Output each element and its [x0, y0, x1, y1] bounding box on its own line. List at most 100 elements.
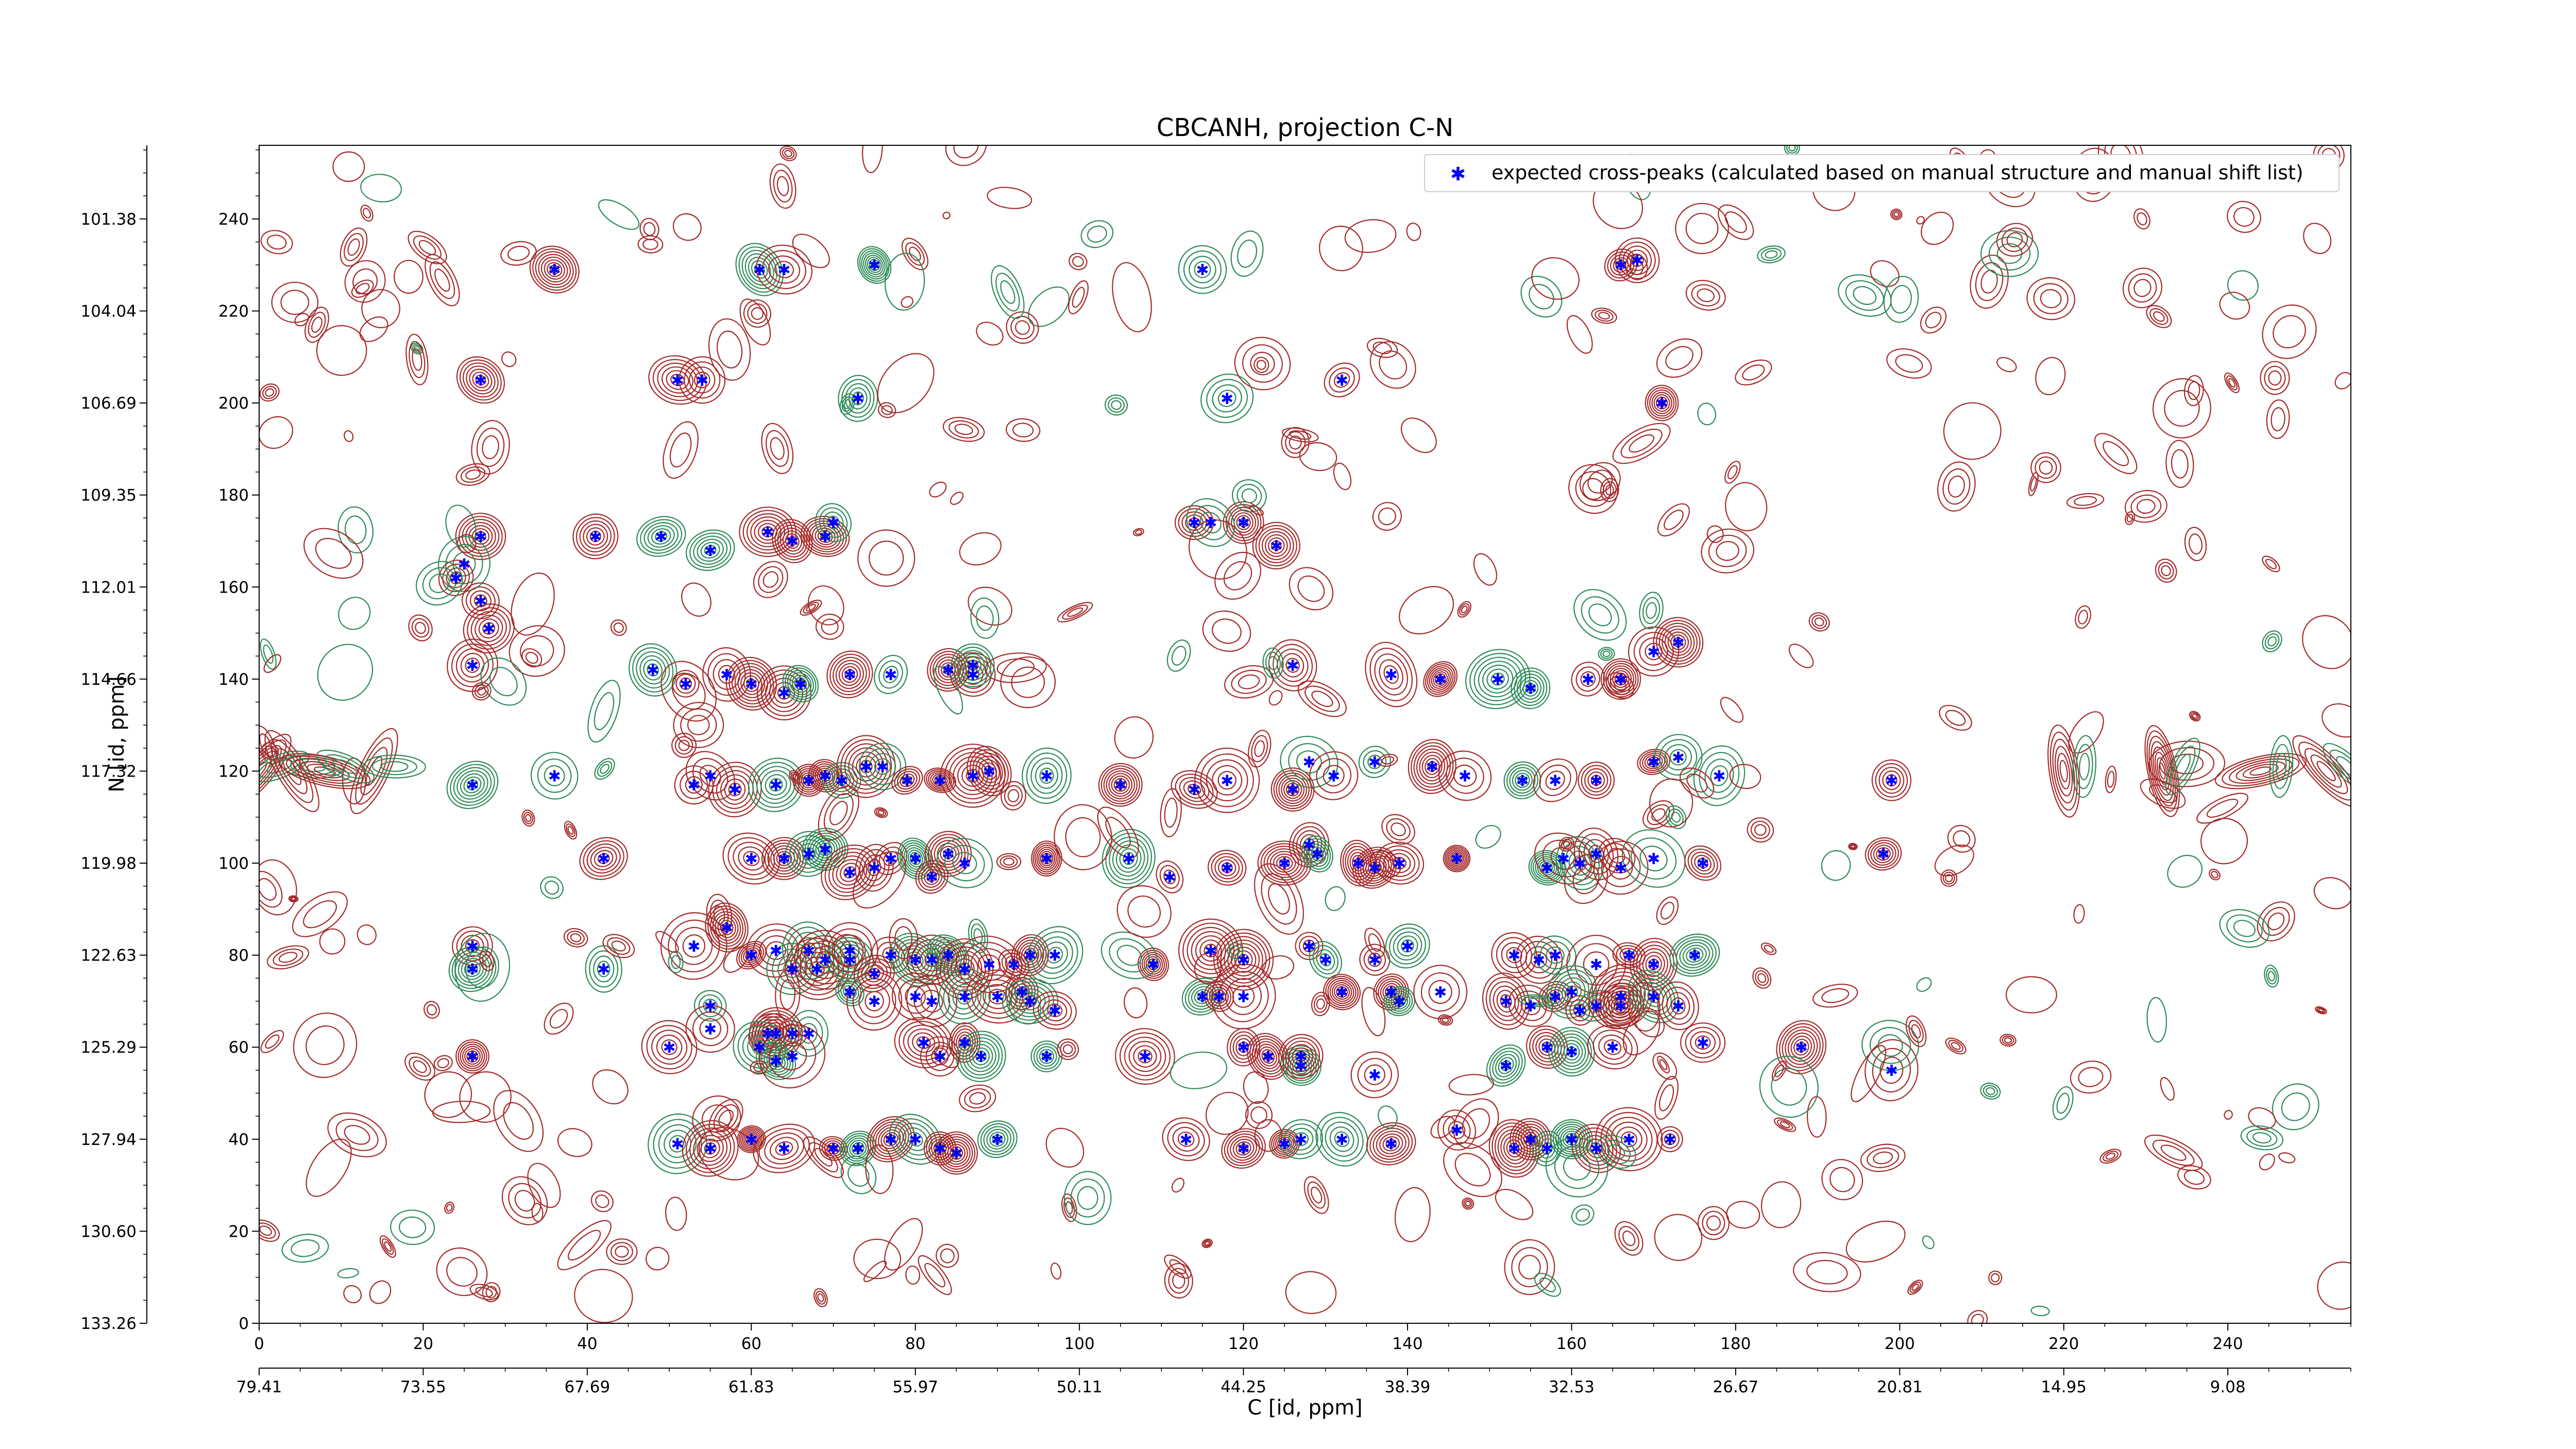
contour-line: [1100, 765, 1140, 804]
contour-line: [1658, 622, 1698, 662]
x-tick-label: 60: [741, 1335, 761, 1353]
contour-line: [836, 774, 848, 786]
cross-peak-marker: ✱: [958, 961, 971, 979]
contour-line: [1882, 770, 1901, 790]
contour-line: [1639, 750, 1668, 773]
peak-contour: [722, 832, 781, 885]
y-ppm-tick-label: 106.69: [81, 394, 137, 413]
peak-contour: [782, 665, 819, 703]
contour-line: [647, 525, 675, 548]
contour-line: [782, 665, 819, 703]
contour-line: [1615, 237, 1660, 283]
cross-peak-marker: ✱: [777, 261, 790, 279]
contour-line: [1103, 768, 1138, 802]
contour-line: [1363, 750, 1387, 774]
contour-line: [1212, 765, 1243, 796]
cross-peak-marker: ✱: [868, 965, 881, 983]
contour-line: [835, 660, 864, 689]
cross-peak-marker: ✱: [1450, 1122, 1463, 1140]
contour-line: [1106, 770, 1135, 800]
cross-peak-marker: ✱: [548, 261, 561, 279]
cross-peak-marker: ✱: [942, 662, 955, 680]
peak-contour: [1438, 750, 1492, 801]
contour-line: [590, 847, 617, 871]
cross-peak-marker: ✱: [1672, 634, 1685, 652]
contour-line: [1435, 673, 1446, 685]
cross-peak-marker: ✱: [1237, 514, 1250, 532]
cross-peak-marker: ✱: [1664, 1131, 1676, 1149]
x-tick-label: 140: [1392, 1335, 1422, 1353]
contour-line: [722, 832, 781, 885]
y-tick-label: 180: [218, 486, 249, 505]
cross-peak-marker: ✱: [1368, 860, 1381, 878]
contour-line: [1178, 245, 1227, 294]
contour-line: [1673, 637, 1683, 647]
contour-line: [1358, 746, 1391, 778]
cross-peak-marker: ✱: [1286, 657, 1299, 675]
contour-line: [810, 835, 841, 864]
contour-line: [779, 853, 789, 864]
contour-line: [792, 764, 825, 797]
contour-line: [739, 507, 796, 558]
x-tick-label: 120: [1228, 1335, 1259, 1353]
contour-line: [1486, 668, 1509, 690]
contour-line: [776, 851, 792, 866]
contour-line: [453, 767, 492, 803]
legend-label: expected cross-peaks (calculated based o…: [1492, 161, 2303, 184]
cross-peak-marker: ✱: [1565, 1131, 1578, 1149]
contour-line: [597, 853, 610, 864]
x-ppm-tick-label: 38.39: [1385, 1378, 1431, 1396]
contour-line: [529, 245, 580, 294]
y-tick-label: 0: [239, 1315, 249, 1333]
cross-peak-marker: ✱: [934, 1048, 946, 1066]
contour-line: [465, 521, 496, 551]
contour-line: [825, 765, 858, 796]
contour-line: [475, 375, 486, 385]
contour-line: [861, 250, 888, 280]
contour-line: [981, 762, 997, 780]
contour-line: [532, 248, 577, 291]
contour-line: [686, 529, 735, 571]
y-ppm-tick-label: 119.98: [81, 854, 137, 873]
cross-peak-marker: ✱: [1302, 754, 1315, 772]
cross-peak-marker: ✱: [1672, 749, 1685, 767]
cross-peak-marker: ✱: [958, 855, 971, 873]
contour-line: [1187, 784, 1201, 796]
cross-peak-marker: ✱: [909, 952, 922, 970]
cross-peak-marker: ✱: [1885, 772, 1898, 790]
contour-line: [927, 872, 937, 882]
contour-line: [468, 525, 493, 548]
contour-line: [1656, 620, 1701, 665]
peak-contour: [572, 513, 619, 560]
contour-line: [820, 845, 830, 854]
y-tick-label: 140: [218, 670, 249, 689]
contour-line: [843, 866, 856, 879]
cross-peak-marker: ✱: [1614, 860, 1627, 878]
peak-contour: [1186, 498, 1235, 547]
contour-line: [1199, 512, 1222, 534]
x-ppm-tick-label: 9.08: [2210, 1378, 2246, 1396]
cross-peak-marker: ✱: [466, 938, 479, 956]
contour-line: [535, 251, 574, 288]
contour-line: [779, 527, 805, 555]
cross-peak-marker: ✱: [786, 533, 799, 551]
contour-line: [905, 847, 925, 870]
contour-line: [1578, 762, 1615, 799]
cross-peak-marker: ✱: [1549, 772, 1562, 790]
peak-contour: [529, 245, 580, 294]
contour-line: [857, 246, 892, 284]
contour-line: [1522, 680, 1539, 697]
cross-peak-marker: ✱: [1795, 1039, 1808, 1057]
contour-line: [975, 755, 1003, 787]
cross-peak-marker: ✱: [967, 767, 979, 785]
cross-peak-marker: ✱: [1204, 514, 1217, 532]
x-tick-label: 180: [1720, 1335, 1751, 1353]
contour-line: [869, 753, 896, 780]
contour-line: [829, 653, 870, 696]
cross-peak-marker: ✱: [843, 952, 856, 970]
cross-peak-marker: ✱: [1180, 1131, 1193, 1149]
contour-line: [456, 356, 505, 404]
contour-line: [1255, 525, 1297, 567]
contour-line: [1285, 658, 1300, 673]
contour-line: [1183, 250, 1222, 289]
